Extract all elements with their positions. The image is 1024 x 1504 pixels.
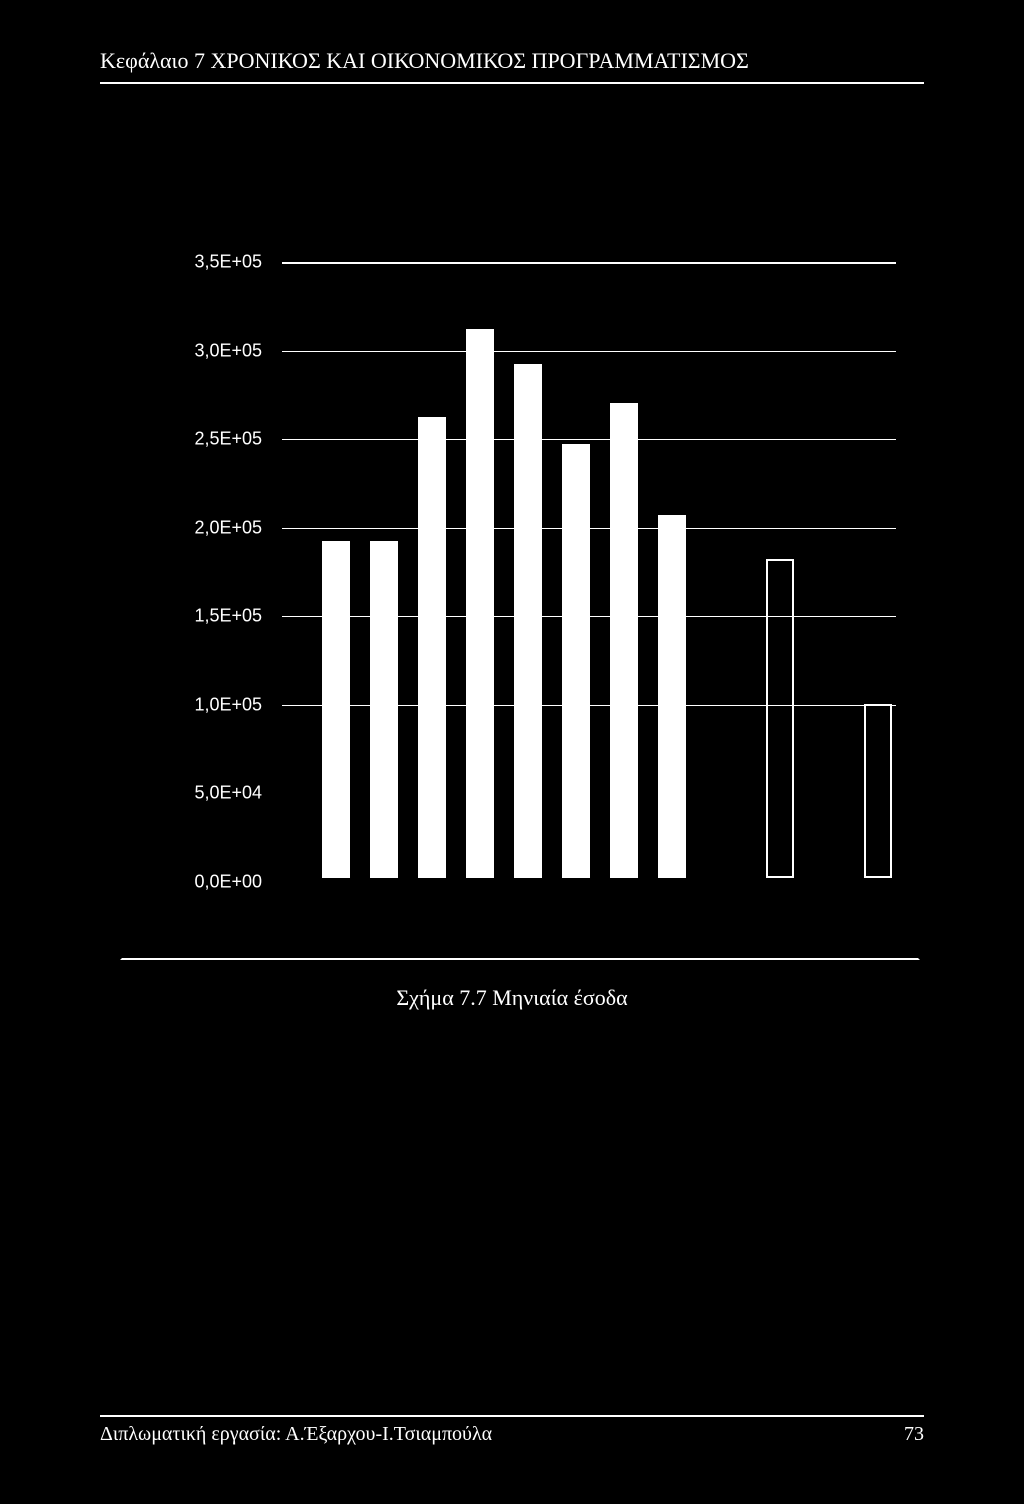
y-tick-label: 2,5E+05 xyxy=(194,429,262,450)
page-footer: Διπλωματική εργασία: Α.Έξαρχου-Ι.Τσιαμπο… xyxy=(100,1415,924,1446)
y-tick-label: 5,0E+04 xyxy=(194,783,262,804)
plot-right-edge xyxy=(896,262,898,882)
chart-region: 3,5E+05 3,0E+05 2,5E+05 2,0E+05 1,5E+05 1,0E+… xyxy=(120,230,920,960)
footer-left: Διπλωματική εργασία: Α.Έξαρχου-Ι.Τσιαμπο… xyxy=(100,1423,492,1446)
y-tick-label: 3,5E+05 xyxy=(194,252,262,273)
bar xyxy=(418,417,446,878)
header-title: Κεφάλαιο 7 ΧΡΟΝΙΚΟΣ ΚΑΙ ΟΙΚΟΝΟΜΙΚΟΣ ΠΡΟΓ… xyxy=(100,48,749,73)
bar xyxy=(322,541,350,878)
y-tick-label: 2,0E+05 xyxy=(194,517,262,538)
y-tick-label: 3,0E+05 xyxy=(194,340,262,361)
grid-line xyxy=(282,439,898,440)
bar xyxy=(610,403,638,878)
page-header: Κεφάλαιο 7 ΧΡΟΝΙΚΟΣ ΚΑΙ ΟΙΚΟΝΟΜΙΚΟΣ ΠΡΟΓ… xyxy=(100,48,924,84)
bar-outline xyxy=(766,559,794,878)
grid-line xyxy=(282,262,898,263)
grid-line xyxy=(282,528,898,529)
chart-caption: Σχήμα 7.7 Μηνιαία έσοδα xyxy=(0,985,1024,1011)
y-axis-labels: 3,5E+05 3,0E+05 2,5E+05 2,0E+05 1,5E+05 1,0E+… xyxy=(162,252,262,892)
bar-outline xyxy=(864,704,892,878)
y-tick-label: 1,0E+05 xyxy=(194,694,262,715)
bar xyxy=(466,329,494,878)
grid-line xyxy=(282,351,898,352)
y-tick-label: 1,5E+05 xyxy=(194,606,262,627)
y-tick-label: 0,0E+00 xyxy=(194,872,262,893)
bar xyxy=(658,515,686,878)
bar xyxy=(370,541,398,878)
bar xyxy=(514,364,542,878)
bar xyxy=(562,444,590,878)
caption-text: Σχήμα 7.7 Μηνιαία έσοδα xyxy=(396,985,627,1010)
footer-page-number: 73 xyxy=(904,1423,924,1446)
